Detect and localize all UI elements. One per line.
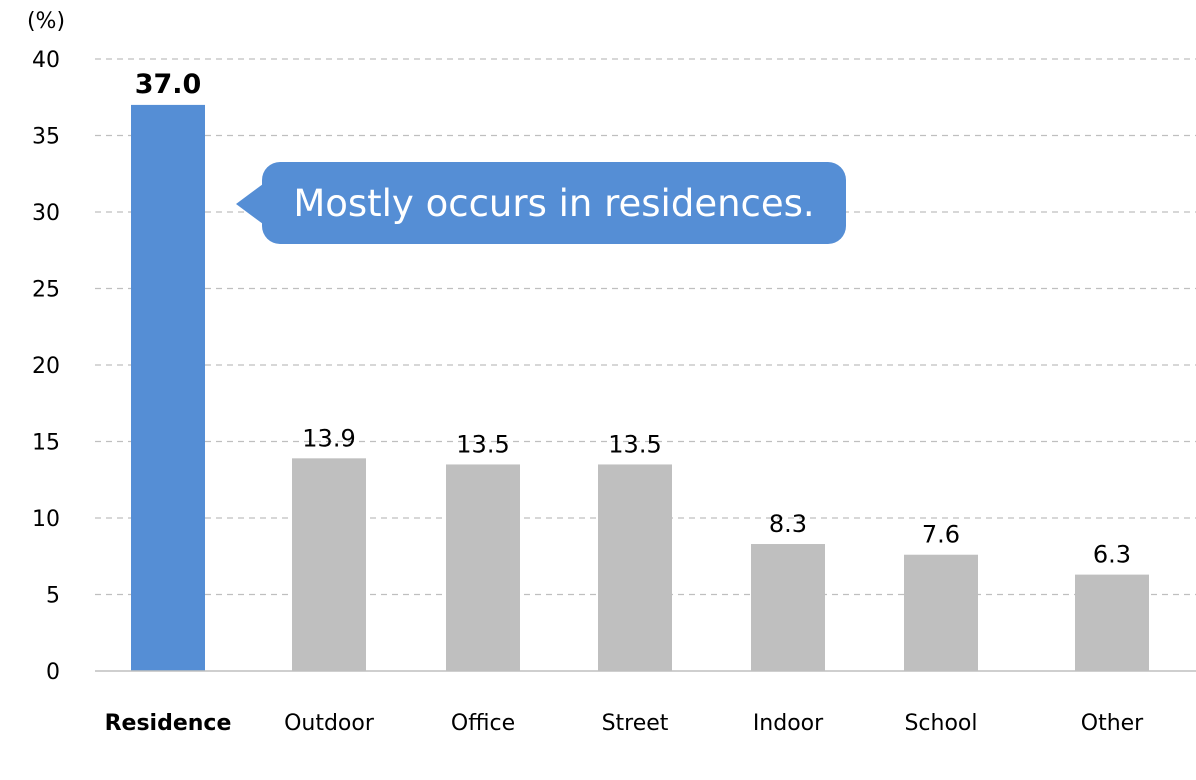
x-axis-labels: Residence Outdoor Office Street Indoor School… (105, 711, 1145, 736)
value-label: 13.5 (608, 430, 661, 458)
y-tick-label: 30 (32, 201, 60, 226)
x-tick-label: Other (1081, 711, 1144, 736)
y-tick-label: 40 (32, 48, 60, 73)
y-unit-label: (%) (27, 9, 65, 34)
y-tick-label: 35 (32, 125, 60, 150)
value-labels: 37.0 13.9 13.5 13.5 8.3 7.6 6.3 (135, 69, 1131, 569)
bar-outdoor (292, 458, 366, 671)
bar-residence (131, 104, 205, 671)
bar-school (904, 554, 978, 671)
value-label: 37.0 (135, 69, 202, 100)
bar-office (446, 464, 520, 671)
bar-indoor (751, 544, 825, 671)
x-tick-label: Indoor (753, 711, 824, 736)
y-tick-label: 10 (32, 507, 60, 532)
y-tick-label: 5 (46, 584, 60, 609)
bar-other (1075, 574, 1149, 671)
x-tick-label: School (904, 711, 977, 736)
value-label: 8.3 (769, 510, 807, 538)
annotation-callout: Mostly occurs in residences. (262, 162, 846, 244)
callout-pointer (236, 184, 263, 224)
value-label: 6.3 (1093, 541, 1131, 569)
value-label: 13.9 (302, 424, 355, 452)
y-tick-label: 25 (32, 278, 60, 303)
annotation-text: Mostly occurs in residences. (293, 181, 815, 225)
y-tick-label: 15 (32, 431, 60, 456)
y-axis-ticks: 0 5 10 15 20 25 30 35 40 (32, 48, 60, 685)
y-tick-label: 0 (46, 660, 60, 685)
value-label: 13.5 (456, 430, 509, 458)
bar-street (598, 464, 672, 671)
x-tick-label: Street (602, 711, 669, 736)
bars (131, 104, 1149, 671)
y-tick-label: 20 (32, 354, 60, 379)
x-tick-label: Outdoor (284, 711, 375, 736)
value-label: 7.6 (922, 521, 960, 549)
x-tick-label: Residence (105, 711, 232, 736)
x-tick-label: Office (451, 711, 515, 736)
